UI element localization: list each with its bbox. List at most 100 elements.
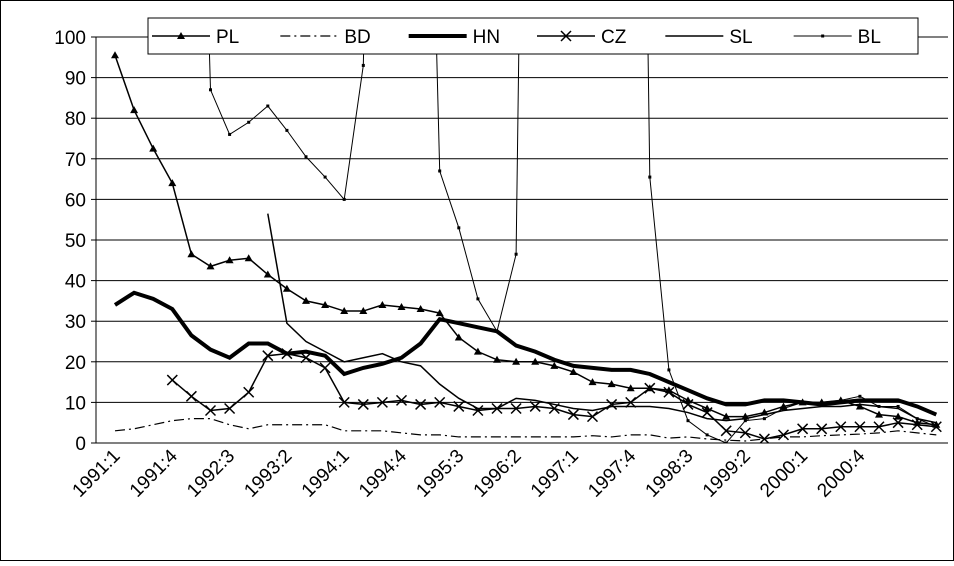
marker bbox=[416, 305, 425, 313]
marker bbox=[187, 250, 196, 258]
marker bbox=[453, 400, 465, 412]
marker bbox=[777, 429, 790, 441]
marker bbox=[644, 382, 656, 394]
series-line bbox=[208, 37, 937, 443]
y-tick-label: 70 bbox=[65, 150, 86, 171]
marker bbox=[166, 374, 178, 386]
marker bbox=[758, 433, 770, 443]
marker bbox=[875, 410, 883, 418]
legend-marker bbox=[821, 34, 825, 38]
marker bbox=[495, 329, 499, 333]
y-tick-label: 80 bbox=[65, 109, 86, 130]
legend-label: BL bbox=[858, 27, 881, 48]
legend-box bbox=[147, 17, 919, 55]
marker bbox=[304, 155, 308, 159]
marker bbox=[130, 106, 139, 114]
marker bbox=[514, 252, 518, 256]
marker bbox=[739, 427, 751, 439]
marker bbox=[395, 394, 408, 406]
marker bbox=[263, 270, 272, 278]
marker bbox=[282, 284, 291, 292]
marker bbox=[569, 367, 578, 375]
marker bbox=[855, 402, 864, 410]
marker bbox=[892, 417, 904, 429]
marker bbox=[168, 179, 177, 187]
marker bbox=[607, 380, 616, 388]
marker bbox=[934, 425, 938, 429]
marker bbox=[285, 128, 289, 132]
marker bbox=[667, 368, 671, 372]
marker bbox=[797, 423, 809, 435]
marker bbox=[801, 400, 805, 404]
legend-label: CZ bbox=[601, 27, 627, 48]
series-line bbox=[114, 418, 937, 442]
marker bbox=[512, 357, 521, 365]
legend-marker bbox=[560, 30, 572, 42]
marker bbox=[321, 300, 330, 308]
marker bbox=[434, 396, 446, 408]
marker bbox=[586, 411, 599, 423]
marker bbox=[454, 333, 463, 341]
marker bbox=[342, 197, 346, 201]
marker bbox=[835, 421, 847, 433]
marker bbox=[266, 104, 270, 108]
marker bbox=[531, 357, 540, 365]
marker bbox=[206, 262, 215, 270]
y-tick-label: 30 bbox=[65, 312, 86, 333]
marker bbox=[378, 300, 387, 308]
marker bbox=[626, 384, 635, 392]
marker bbox=[588, 378, 597, 386]
marker bbox=[262, 350, 274, 362]
marker bbox=[397, 302, 406, 310]
marker bbox=[319, 362, 331, 374]
marker bbox=[457, 226, 461, 230]
y-tick-label: 50 bbox=[65, 231, 86, 252]
marker bbox=[244, 254, 253, 262]
marker bbox=[529, 400, 541, 412]
marker bbox=[816, 423, 828, 435]
marker bbox=[682, 398, 694, 410]
marker bbox=[359, 307, 368, 315]
marker bbox=[722, 412, 731, 420]
marker bbox=[300, 352, 312, 364]
marker bbox=[567, 409, 579, 421]
marker bbox=[701, 407, 713, 419]
marker bbox=[204, 404, 217, 417]
marker bbox=[476, 297, 480, 301]
marker bbox=[228, 132, 232, 136]
marker bbox=[111, 51, 119, 59]
marker bbox=[663, 386, 675, 398]
marker bbox=[896, 404, 900, 408]
marker bbox=[225, 256, 234, 264]
marker bbox=[357, 398, 369, 410]
marker bbox=[854, 421, 866, 433]
marker bbox=[376, 396, 388, 408]
marker bbox=[149, 144, 158, 152]
plot-area bbox=[111, 37, 942, 443]
y-tick-label: 20 bbox=[65, 353, 86, 374]
marker bbox=[858, 394, 862, 398]
marker bbox=[415, 398, 427, 410]
marker bbox=[473, 347, 482, 355]
y-tick-label: 90 bbox=[65, 69, 86, 90]
marker bbox=[877, 404, 881, 408]
marker bbox=[340, 307, 349, 315]
marker bbox=[493, 355, 501, 363]
series-line bbox=[113, 290, 938, 417]
marker bbox=[705, 433, 709, 437]
y-tick-label: 60 bbox=[65, 190, 86, 211]
marker bbox=[550, 361, 559, 369]
marker bbox=[323, 175, 327, 179]
marker bbox=[820, 400, 824, 404]
y-tick-label: 10 bbox=[65, 393, 86, 414]
marker bbox=[873, 421, 885, 433]
marker bbox=[894, 412, 903, 420]
marker bbox=[243, 386, 255, 398]
y-tick-label: 0 bbox=[75, 434, 86, 455]
legend-label: BD bbox=[344, 27, 370, 48]
marker bbox=[185, 390, 197, 402]
marker bbox=[435, 309, 444, 317]
marker bbox=[720, 425, 732, 437]
